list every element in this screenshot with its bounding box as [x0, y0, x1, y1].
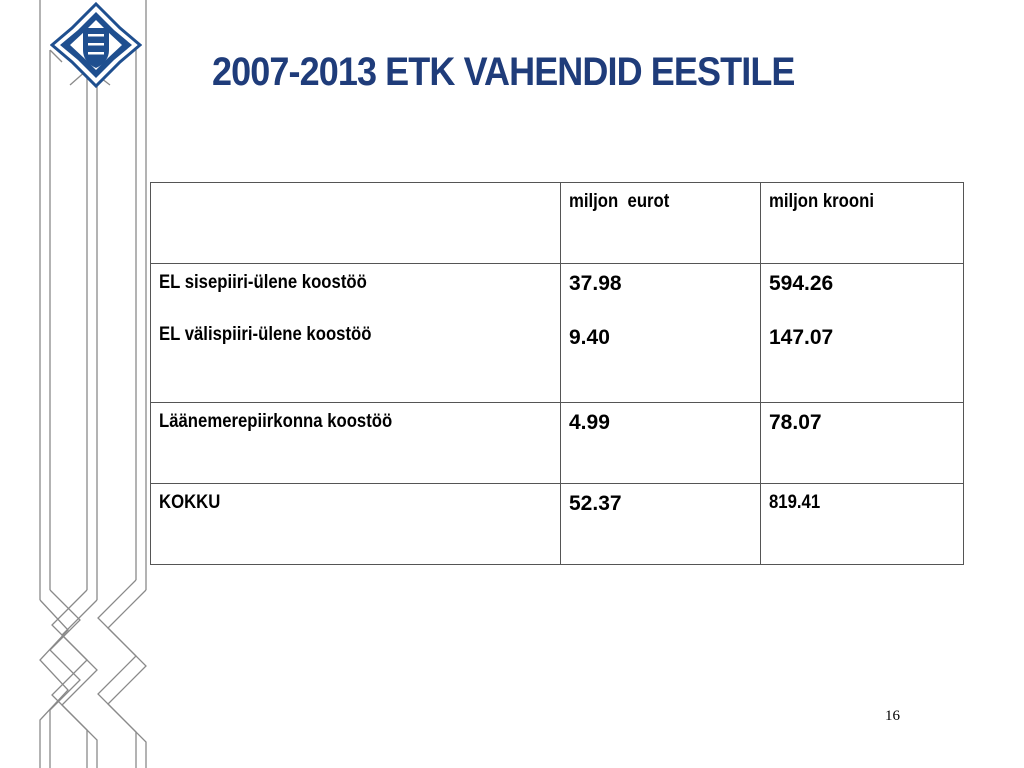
- page-number: 16: [885, 708, 900, 724]
- eek-value-cell: 594.26 147.07: [760, 263, 964, 403]
- table-row: Läänemerepiirkonna koostöö 4.99 78.07: [150, 402, 964, 484]
- eek-value-cell: 819.41: [760, 483, 964, 565]
- row-label-cell: EL sisepiiri-ülene koostöö EL välispiiri…: [150, 263, 561, 403]
- value-eur-baltic: 4.99: [569, 411, 610, 434]
- eur-value-cell: 4.99: [560, 402, 761, 484]
- eek-value-cell: 78.07: [760, 402, 964, 484]
- table-row: EL sisepiiri-ülene koostöö EL välispiiri…: [150, 263, 964, 403]
- ornamental-border: [39, 0, 147, 768]
- header-cell-eur: miljon eurot: [560, 182, 761, 264]
- eur-value-cell: 37.98 9.40: [560, 263, 761, 403]
- header-eur-label: miljon eurot: [569, 191, 670, 212]
- table-row-total: KOKKU 52.37 819.41: [150, 483, 964, 565]
- row-label-total: KOKKU: [159, 492, 221, 513]
- row-label-baltic-sea: Läänemerepiirkonna koostöö: [159, 411, 393, 432]
- row-label-cell: KOKKU: [150, 483, 561, 565]
- row-label-internal-border: EL sisepiiri-ülene koostöö: [159, 272, 367, 293]
- value-eur-external: 9.40: [569, 326, 610, 349]
- header-cell-eek: miljon krooni: [760, 182, 964, 264]
- header-eek-label: miljon krooni: [769, 191, 874, 212]
- value-eek-total: 819.41: [769, 492, 821, 513]
- eur-value-cell: 52.37: [560, 483, 761, 565]
- estonian-coat-of-arms-emblem-icon: [50, 2, 142, 88]
- value-eek-external: 147.07: [769, 326, 834, 349]
- value-eek-baltic: 78.07: [769, 411, 822, 434]
- header-cell-empty: [150, 182, 561, 264]
- table-header-row: miljon eurot miljon krooni: [150, 182, 964, 264]
- funding-table: miljon eurot miljon krooni EL sisepiiri-…: [150, 182, 964, 565]
- row-label-external-border: EL välispiiri-ülene koostöö: [159, 324, 372, 345]
- row-label-cell: Läänemerepiirkonna koostöö: [150, 402, 561, 484]
- value-eur-internal: 37.98: [569, 272, 622, 295]
- value-eur-total: 52.37: [569, 492, 622, 515]
- slide-title: 2007-2013 ETK VAHENDID EESTILE: [212, 50, 795, 94]
- value-eek-internal: 594.26: [769, 272, 834, 295]
